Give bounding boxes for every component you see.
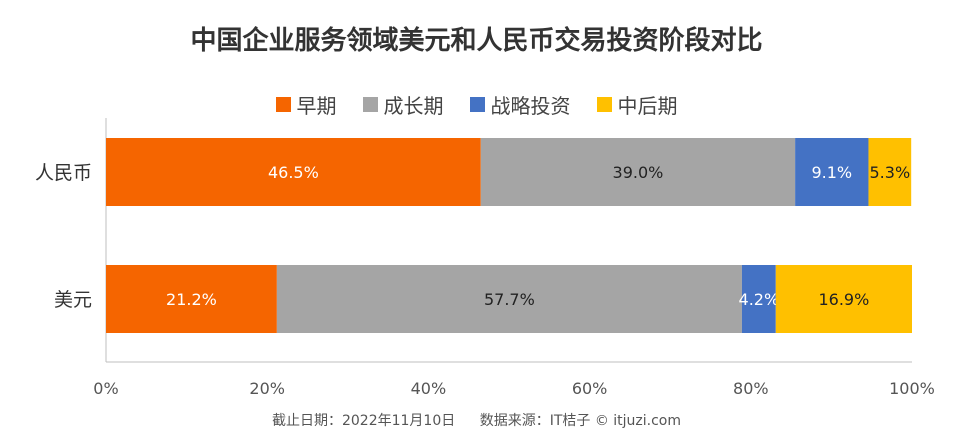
data-label: 9.1%	[811, 163, 852, 182]
data-label: 5.3%	[870, 163, 911, 182]
legend-item-growth: 成长期	[362, 90, 444, 119]
legend-item-late: 中后期	[596, 90, 678, 119]
x-tick-label: 80%	[733, 379, 769, 398]
chart-title: 中国企业服务领域美元和人民币交易投资阶段对比	[190, 26, 763, 56]
bar-segment	[868, 138, 912, 206]
data-label: 46.5%	[268, 163, 319, 182]
legend-label-early: 早期	[296, 94, 337, 118]
footer-date: 截止日期：2022年11月10日	[271, 413, 456, 429]
bar-segment	[276, 265, 742, 333]
legend-label-strategic: 战略投资	[490, 94, 571, 118]
footer-source: 数据来源：IT桔子 © itjuzi.com	[479, 413, 682, 429]
bar-segment	[480, 138, 796, 206]
legend: 早期 成长期 战略投资 中后期	[0, 90, 953, 119]
legend-swatch-strategic	[469, 97, 485, 112]
x-tick-label: 20%	[249, 379, 285, 398]
bar-segment	[775, 265, 912, 333]
bar-segment	[795, 138, 869, 206]
footer: 截止日期：2022年11月10日 数据来源：IT桔子 © itjuzi.com	[0, 410, 953, 430]
legend-swatch-growth	[362, 97, 378, 112]
category-label: 人民币	[35, 162, 92, 184]
category-label: 美元	[54, 289, 92, 311]
legend-item-strategic: 战略投资	[469, 90, 571, 119]
legend-item-early: 早期	[275, 90, 337, 119]
x-tick-label: 0%	[93, 379, 118, 398]
data-label: 57.7%	[484, 290, 535, 309]
x-tick-label: 100%	[889, 379, 935, 398]
x-tick-label: 40%	[411, 379, 447, 398]
bar-segment	[106, 265, 277, 333]
bar-segment	[106, 138, 481, 206]
legend-label-late: 中后期	[617, 94, 678, 118]
x-tick-label: 60%	[572, 379, 608, 398]
legend-swatch-late	[596, 97, 612, 112]
legend-swatch-early	[275, 97, 291, 112]
data-label: 21.2%	[166, 290, 217, 309]
legend-label-growth: 成长期	[383, 94, 444, 118]
data-label: 39.0%	[613, 163, 664, 182]
data-label: 4.2%	[739, 290, 780, 309]
bar-segment	[741, 265, 776, 333]
data-label: 16.9%	[818, 290, 869, 309]
